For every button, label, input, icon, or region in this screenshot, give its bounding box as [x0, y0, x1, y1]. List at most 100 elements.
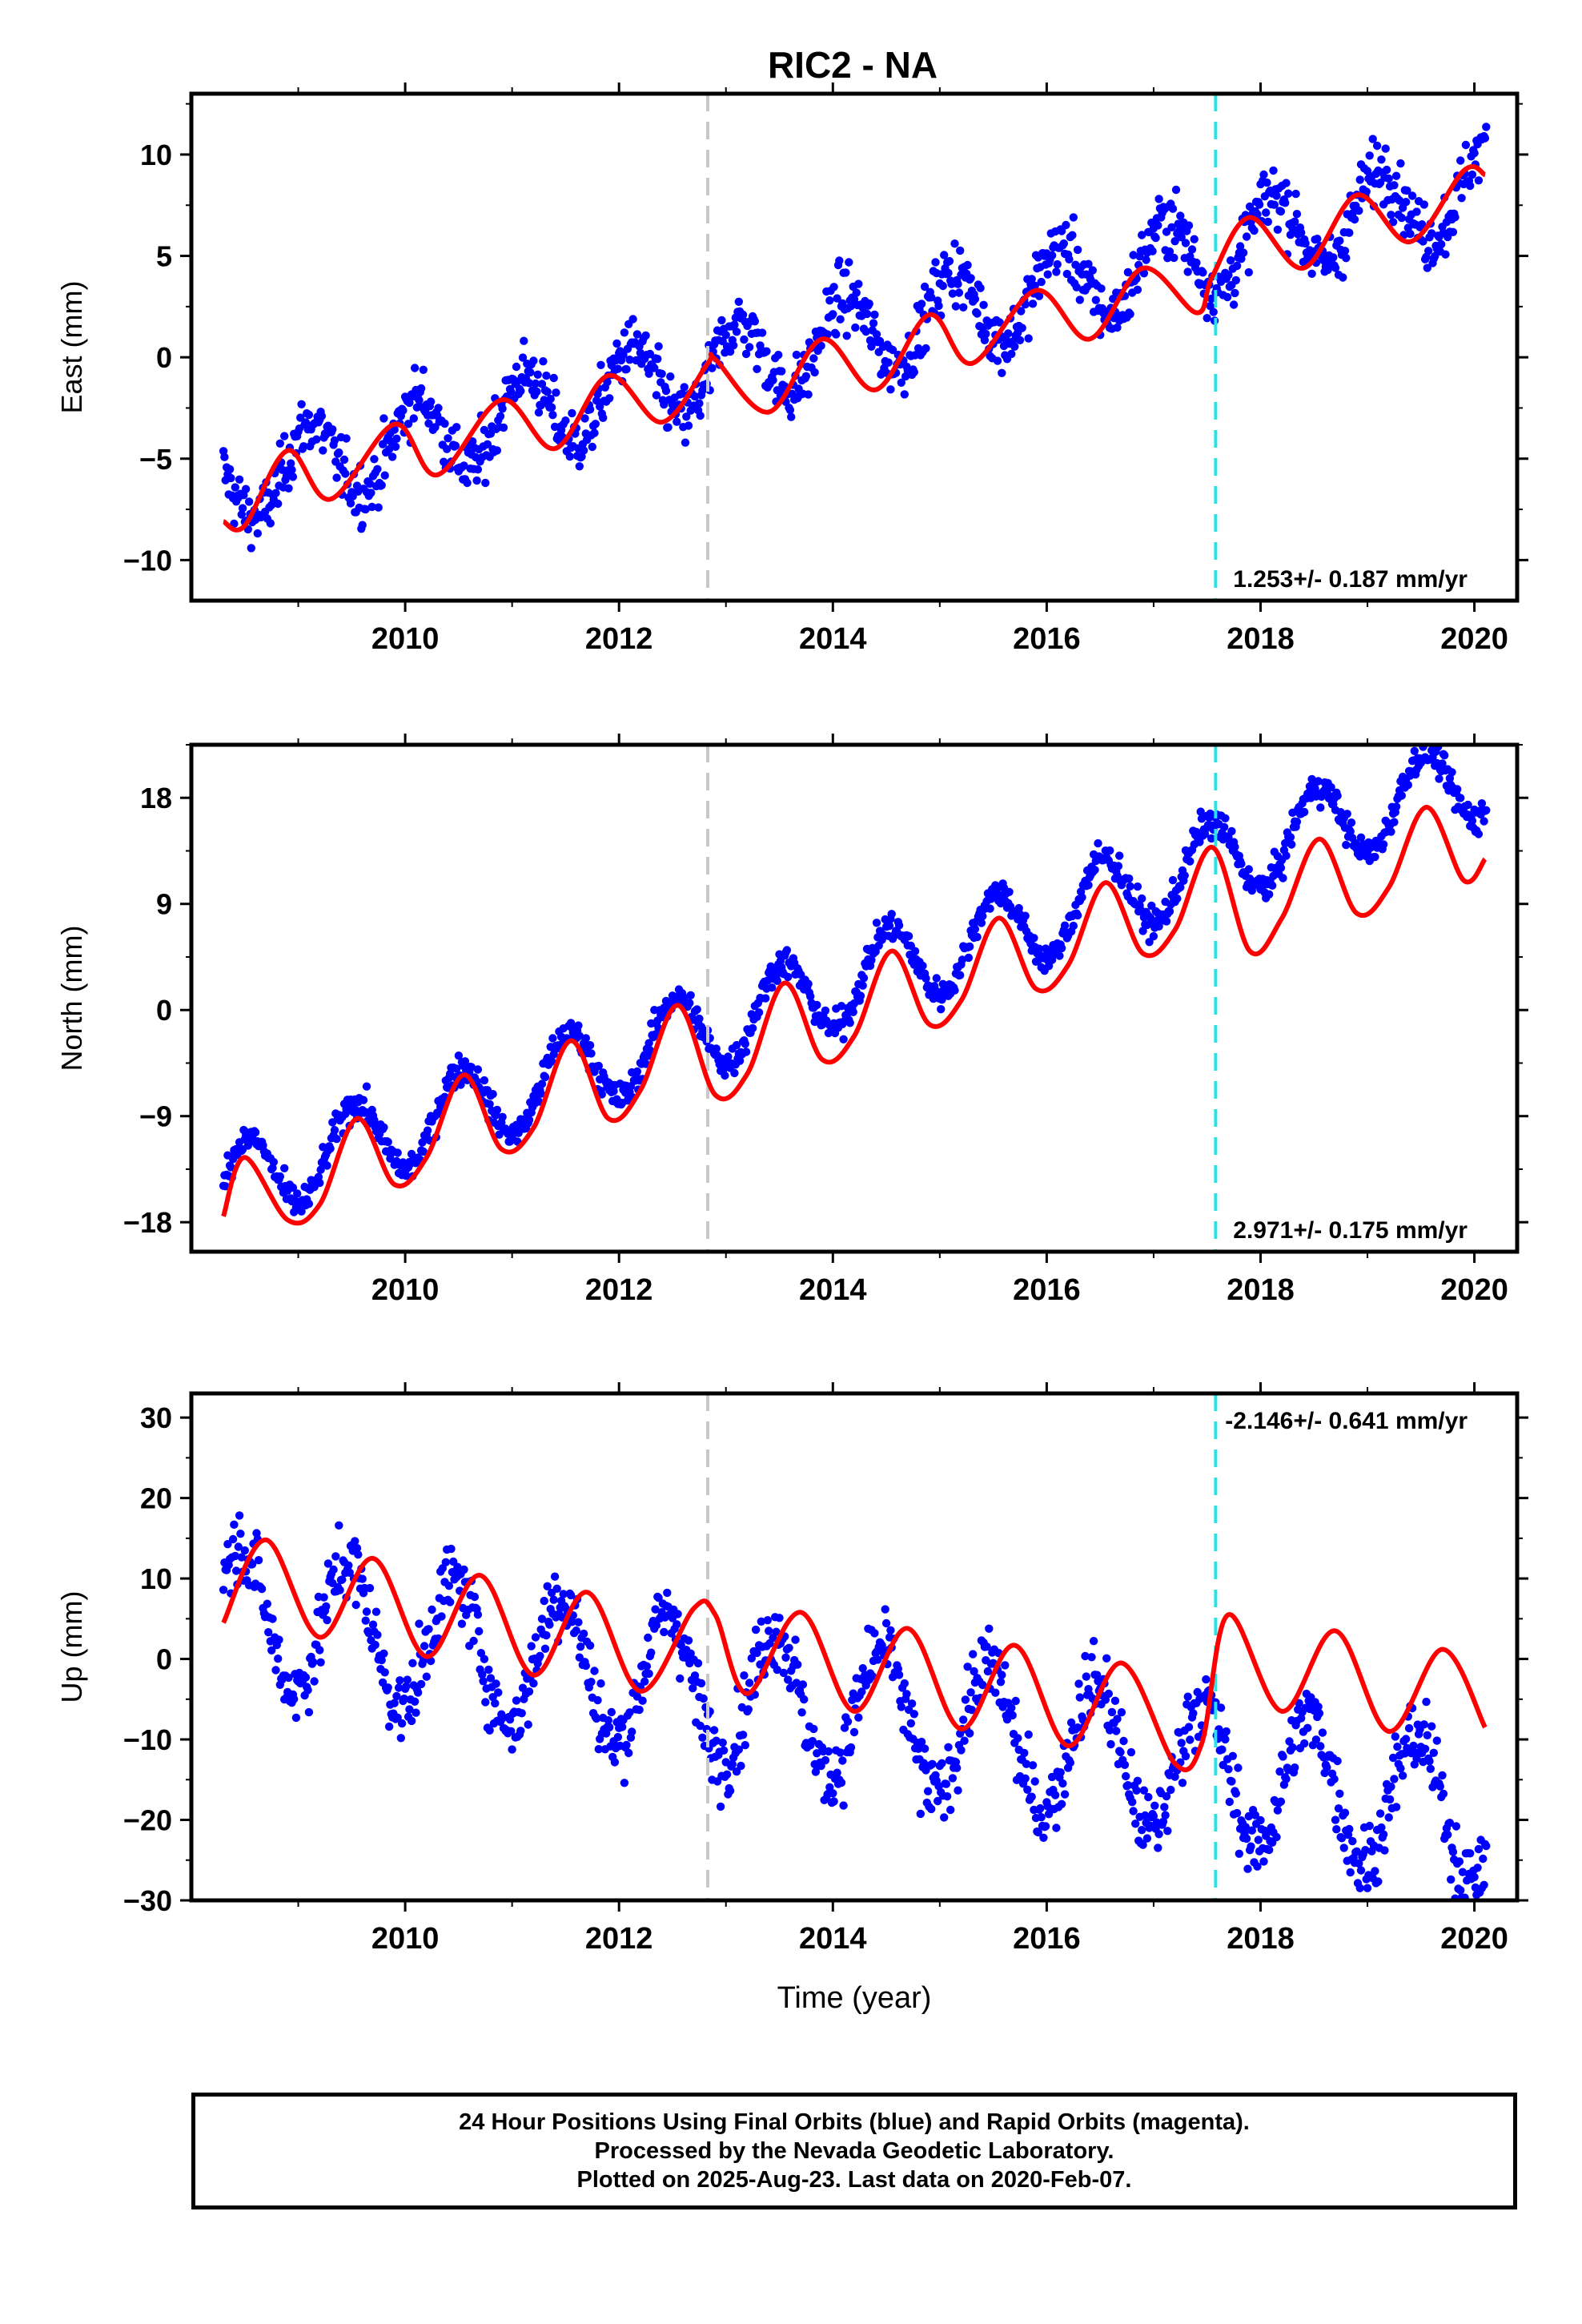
data-point — [1160, 1803, 1169, 1811]
data-point — [781, 1653, 790, 1662]
data-point — [980, 336, 990, 344]
data-point — [829, 310, 837, 319]
data-point — [745, 1679, 754, 1687]
data-point — [1355, 1884, 1364, 1892]
data-point — [1008, 1711, 1017, 1720]
rate-label: -2.146+/- 0.641 mm/yr — [1225, 1408, 1468, 1434]
data-point — [885, 921, 894, 931]
data-point — [1162, 917, 1171, 926]
data-point — [943, 1792, 952, 1801]
data-point — [470, 1592, 480, 1602]
data-point — [660, 400, 669, 409]
data-point — [775, 1614, 784, 1622]
data-point — [1138, 927, 1147, 935]
data-point — [1034, 292, 1044, 300]
data-point — [392, 1691, 401, 1701]
data-point — [351, 1537, 359, 1546]
data-point — [1447, 768, 1456, 777]
data-point — [1057, 943, 1066, 953]
data-point — [1074, 1679, 1083, 1688]
data-point — [1311, 1735, 1321, 1744]
data-point — [1192, 258, 1201, 267]
data-point — [1424, 247, 1433, 255]
data-point — [1027, 1792, 1036, 1801]
data-point — [652, 1621, 661, 1630]
data-point — [1282, 179, 1291, 187]
data-point — [587, 1678, 596, 1687]
data-point — [1466, 1849, 1475, 1858]
data-point — [800, 1695, 809, 1704]
data-point — [923, 1787, 933, 1795]
data-point — [594, 1745, 603, 1754]
data-point — [728, 1759, 737, 1769]
data-point — [316, 1165, 325, 1174]
data-point — [548, 411, 557, 420]
data-point — [1335, 236, 1344, 245]
data-point — [552, 1584, 561, 1594]
data-point — [963, 260, 972, 270]
data-point — [271, 489, 280, 497]
data-point — [1239, 248, 1248, 257]
data-point — [961, 1695, 970, 1704]
data-point — [1346, 827, 1355, 836]
data-point — [1021, 911, 1030, 920]
data-point — [1165, 907, 1174, 916]
data-point — [904, 931, 913, 941]
data-point — [642, 1662, 652, 1671]
data-point — [1480, 817, 1488, 826]
data-point — [1149, 1811, 1158, 1820]
data-point — [1426, 1764, 1435, 1773]
data-point — [1452, 1822, 1461, 1831]
data-point — [488, 1090, 497, 1099]
data-point — [1023, 1785, 1032, 1794]
data-point — [335, 1586, 344, 1594]
data-point — [1084, 881, 1093, 890]
data-point — [293, 1189, 302, 1198]
data-point — [846, 301, 856, 311]
data-point — [1330, 1775, 1339, 1783]
data-point — [220, 452, 229, 461]
data-point — [916, 1809, 926, 1819]
data-point — [542, 1630, 551, 1640]
data-point — [453, 1562, 462, 1571]
data-point — [304, 1200, 314, 1208]
data-point — [1122, 1771, 1130, 1781]
data-point — [426, 397, 436, 406]
data-point — [1464, 800, 1472, 810]
data-point — [1168, 875, 1178, 885]
data-point — [1255, 200, 1264, 209]
data-point — [536, 1651, 544, 1660]
data-point — [1377, 155, 1386, 164]
frame-up — [189, 1391, 1520, 1903]
data-point — [1119, 1736, 1128, 1746]
data-point — [673, 1620, 681, 1629]
data-point — [568, 408, 576, 418]
data-point — [593, 1695, 602, 1705]
data-point — [1265, 1845, 1274, 1855]
data-point — [784, 972, 793, 982]
data-point — [533, 370, 542, 379]
data-point — [275, 439, 284, 448]
data-point — [1395, 196, 1404, 205]
data-point — [1443, 1830, 1452, 1839]
data-point — [287, 465, 296, 474]
data-point — [1123, 267, 1133, 277]
data-point — [352, 1544, 362, 1553]
y-tick-label: 20 — [140, 1482, 172, 1515]
data-point — [859, 974, 869, 983]
data-point — [1235, 242, 1245, 251]
data-point — [1062, 269, 1072, 279]
data-point — [887, 910, 896, 919]
data-point — [809, 1724, 818, 1734]
data-point — [1247, 886, 1257, 895]
data-point — [757, 328, 767, 337]
data-point — [451, 441, 460, 450]
data-point — [1231, 275, 1241, 285]
data-point — [653, 355, 662, 364]
data-point — [1301, 239, 1310, 248]
data-point — [550, 1572, 560, 1581]
data-point — [991, 1688, 1000, 1697]
data-point — [561, 416, 570, 425]
data-point — [602, 1729, 611, 1738]
data-point — [958, 955, 967, 964]
